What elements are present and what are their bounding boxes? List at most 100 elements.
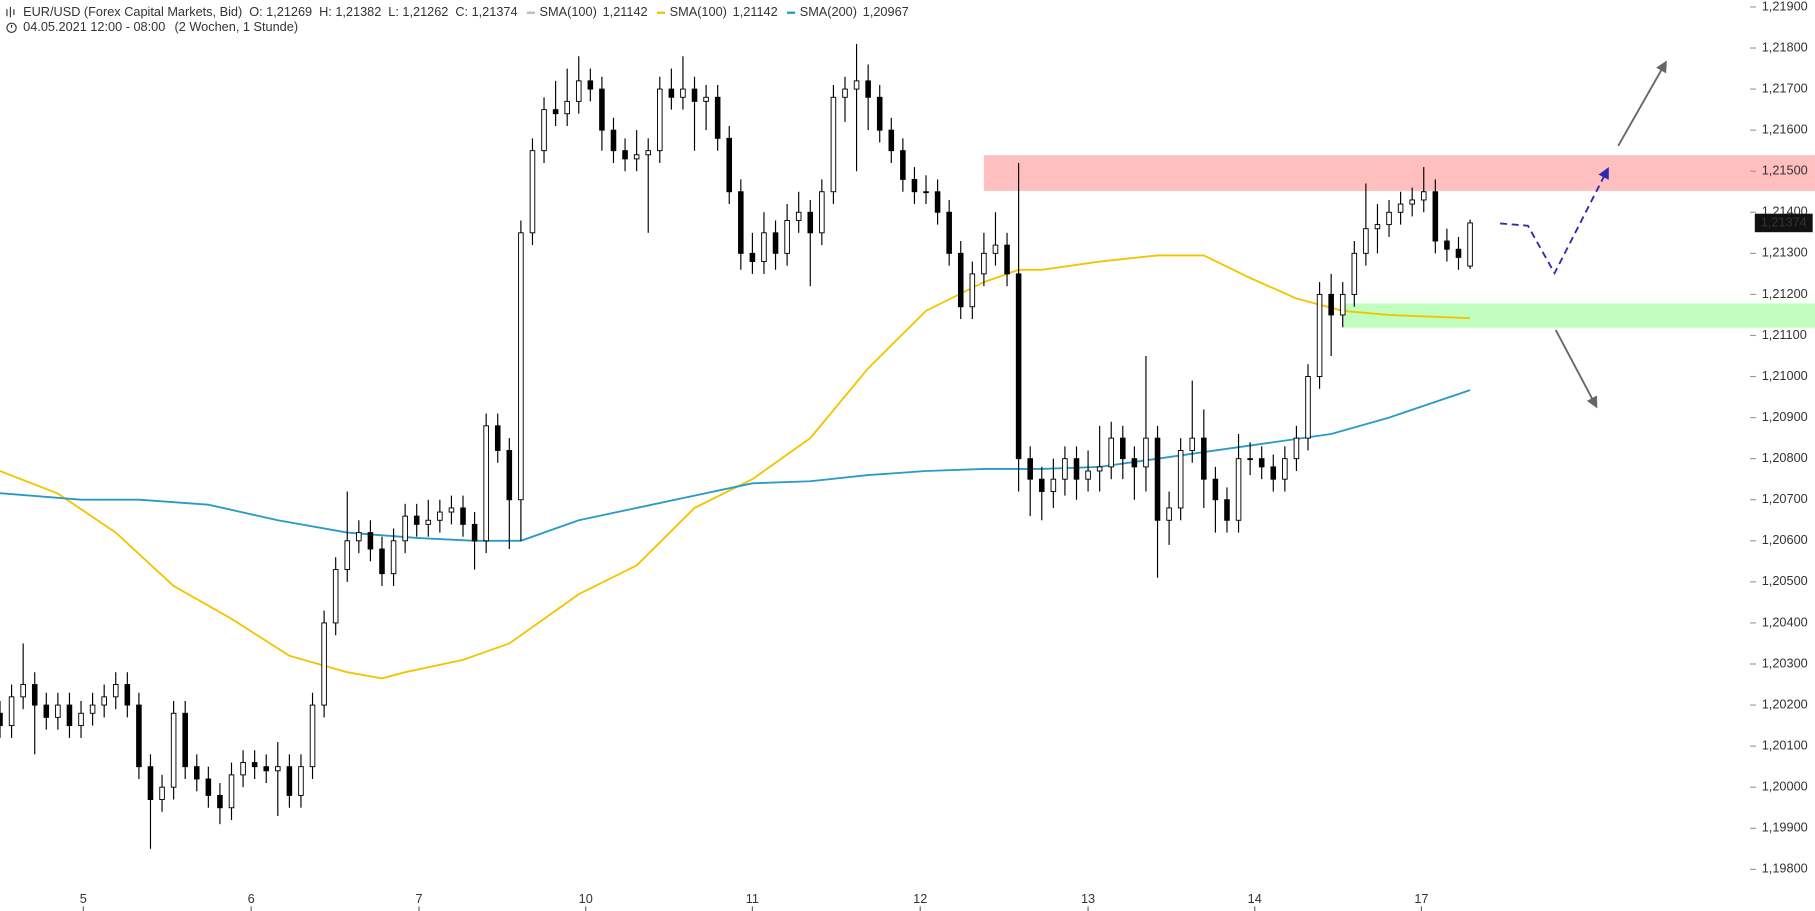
y-tick-label: 1,21200 [1762,286,1808,301]
ohlc-label: O: 1,21269 [249,4,312,19]
candle-body [714,96,721,139]
legend-name: SMA(100) [670,4,727,19]
candle-body [1270,466,1277,480]
x-tick-label: 10 [579,891,593,906]
candle-body [1339,293,1346,316]
candle-body [1247,458,1253,461]
candle-body [1201,437,1207,480]
candle-body [564,100,570,115]
arrow-down [1554,329,1598,409]
legend-value: 1,21142 [733,4,778,19]
candle-body [518,232,524,501]
candle-body [413,515,420,525]
sma-line [0,389,1471,542]
candle-body [946,211,952,254]
candle-body [460,507,466,525]
drawings [1500,60,1667,409]
candle-body [772,232,779,254]
candle-body [1038,478,1045,492]
candle-body [170,712,177,788]
candle-body [1177,449,1184,509]
candle-body [1224,499,1230,521]
candle-body [66,704,73,727]
candle-body [298,766,304,796]
candle-body [541,109,547,152]
candle-body [992,244,999,254]
candle-body [1363,228,1369,254]
y-tick-label: 1,20300 [1762,655,1808,670]
candle-body [379,548,385,575]
x-tick-label: 13 [1081,891,1095,906]
candle-body [1154,437,1161,521]
y-tick-label: 1,20400 [1762,614,1808,629]
candle-body [842,88,848,98]
sma-line [0,254,1471,680]
candle-body [20,684,26,698]
candle-body [830,96,837,193]
candle-body [691,88,698,102]
candle-body [1386,211,1392,226]
header: EUR/USD (Forex Capital Markets, Bid) O: 1… [6,4,909,34]
candle-body [529,150,536,234]
candle-body [738,191,744,254]
projection-path [1500,166,1609,276]
candle-body [610,129,617,152]
candle-body [1305,376,1311,439]
candle-body [900,150,906,180]
candle-body [1004,244,1010,275]
candle-body [1444,240,1450,250]
candle-body [8,696,15,727]
y-tick-label: 1,20800 [1762,450,1808,465]
candle-body [1409,199,1415,205]
candle-body [309,704,316,768]
candle-body [1397,203,1404,213]
clock-icon [6,22,17,33]
y-tick-label: 1,21900 [1762,0,1808,13]
candle-body [888,129,895,152]
candle-body [506,449,513,501]
y-tick-label: 1,20700 [1762,491,1808,506]
y-tick-label: 1,20100 [1762,737,1808,752]
legend-value: 1,21142 [603,4,648,19]
y-tick-label: 1,20900 [1762,409,1808,424]
candle-body [1293,437,1300,460]
candle-body [402,515,408,542]
candle-body [680,88,686,98]
candle-body [205,778,212,796]
candle-body [483,425,489,542]
candle-body [853,80,860,90]
y-tick-label: 1,21800 [1762,39,1808,54]
candle-body [633,154,640,160]
candle-body [1467,222,1473,267]
candle-body [1212,478,1219,501]
candle-body [726,137,733,193]
candle-body [657,88,663,152]
candle-body [1328,293,1334,316]
candle-body [471,523,478,542]
candle-body [552,109,559,115]
y-tick-label: 1,21300 [1762,245,1808,260]
y-tick-label: 1,21000 [1762,368,1808,383]
candle-body [136,704,142,768]
y-tick-label: 1,20500 [1762,573,1808,588]
candle-body [332,569,339,624]
y-tick-label: 1,20000 [1762,779,1808,794]
candle-body [124,684,131,706]
candles [0,43,1473,849]
candle-body [1455,248,1462,258]
y-tick-label: 1,21500 [1762,163,1808,178]
candle-body [923,191,929,194]
x-tick-label: 17 [1414,891,1428,906]
last-price-box [1754,213,1813,233]
candle-body [599,88,605,131]
candle-body [182,712,188,768]
period: (2 Wochen, 1 Stunde) [175,19,298,34]
candle-body [749,252,756,263]
candle-body [575,80,582,102]
indicator-lines [0,254,1471,680]
candle-body [865,80,871,98]
candle-body [159,786,165,800]
y-tick-label: 1,21700 [1762,80,1808,95]
axes: 1,219001,218001,217001,216001,215001,214… [80,0,1813,911]
subtitle: 04.05.2021 12:00 - 08:00 [23,19,165,34]
